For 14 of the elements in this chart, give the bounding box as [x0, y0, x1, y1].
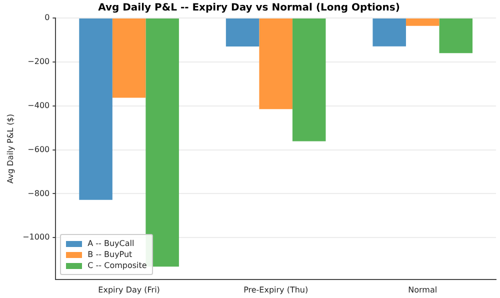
y-axis-title: Avg Daily P&L ($): [6, 114, 15, 184]
y-tick-label: −200: [28, 57, 50, 66]
y-tick-label: −400: [28, 100, 50, 110]
x-tick-label: Normal: [408, 285, 438, 294]
x-tick-label: Expiry Day (Fri): [98, 285, 160, 294]
chart-title: Avg Daily P&L -- Expiry Day vs Normal (Long Options): [98, 2, 400, 14]
y-tick-label: −800: [28, 188, 50, 198]
y-tick-label: 0: [44, 13, 50, 22]
legend-label: C -- Composite: [88, 261, 147, 270]
legend-label: B -- BuyPut: [88, 250, 132, 260]
legend-label: A -- BuyCall: [88, 239, 134, 248]
x-tick-label: Pre-Expiry (Thu): [244, 285, 308, 294]
y-tick-label: −1000: [22, 232, 50, 242]
y-tick-label: −600: [28, 144, 50, 154]
